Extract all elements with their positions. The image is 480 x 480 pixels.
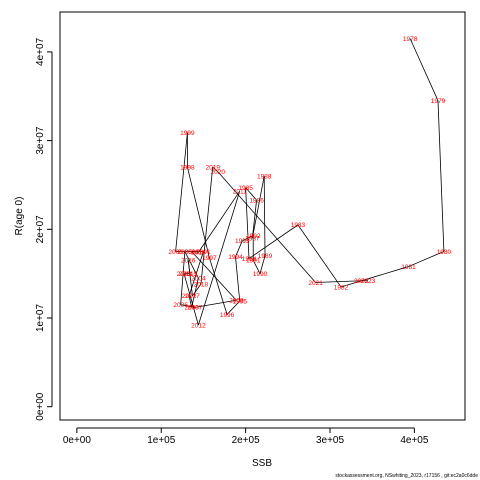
point-label-1993: 1993 bbox=[235, 238, 250, 245]
point-label-2017: 2017 bbox=[185, 293, 200, 300]
point-label-1980: 1980 bbox=[437, 249, 452, 256]
y-tick-label: 3e+07 bbox=[35, 126, 46, 155]
point-label-2002: 2002 bbox=[182, 293, 197, 300]
x-tick-label: 2e+05 bbox=[232, 435, 261, 446]
series-segment-2011-2012 bbox=[197, 191, 241, 326]
point-label-2000: 2000 bbox=[168, 249, 183, 256]
series-segment-2018-2019 bbox=[200, 167, 214, 285]
point-label-2005: 2005 bbox=[178, 249, 193, 256]
x-tick-label: 0e+00 bbox=[63, 435, 92, 446]
y-tick-label: 2e+07 bbox=[35, 215, 46, 244]
point-label-1982: 1982 bbox=[334, 284, 349, 291]
series-segment-2016-2017 bbox=[187, 260, 193, 296]
point-label-1985: 1985 bbox=[238, 185, 253, 192]
point-label-1988: 1988 bbox=[257, 173, 272, 180]
series-segment-1997-1998 bbox=[187, 167, 210, 258]
point-label-1990: 1990 bbox=[253, 271, 268, 278]
y-tick-label: 0e+00 bbox=[35, 392, 46, 421]
point-label-2019: 2019 bbox=[205, 165, 220, 172]
point-label-2020: 2020 bbox=[211, 169, 226, 176]
x-tick-label: 1e+05 bbox=[147, 435, 176, 446]
point-label-1995: 1995 bbox=[232, 298, 247, 305]
axes: 0e+00 1e+05 2e+05 3e+05 4e+05 0e+00 1e+07 2e+07… bbox=[35, 37, 429, 446]
series-segment-1984-1985 bbox=[245, 187, 250, 259]
point-label-2014: 2014 bbox=[178, 271, 193, 278]
series-segment-1987-1988 bbox=[251, 176, 265, 239]
point-label-2003: 2003 bbox=[184, 305, 199, 312]
point-label-2016: 2016 bbox=[181, 258, 196, 265]
series-segment-2004-2005 bbox=[184, 251, 199, 279]
series-segment-1983-1984 bbox=[248, 224, 299, 259]
point-label-2004: 2004 bbox=[191, 275, 206, 282]
series-segment-1988-1989 bbox=[263, 176, 266, 256]
point-label-1997: 1997 bbox=[202, 255, 217, 262]
point-label-1999: 1999 bbox=[180, 130, 195, 137]
point-label-1996: 1996 bbox=[220, 312, 235, 319]
point-label-1983: 1983 bbox=[291, 222, 306, 229]
point-label-1984: 1984 bbox=[242, 256, 257, 263]
series-segment-2021-2022 bbox=[315, 280, 362, 283]
series-segment-2005-2006 bbox=[180, 251, 186, 305]
x-axis-title: SSB bbox=[252, 458, 272, 469]
series-segment-2006-2007 bbox=[180, 304, 196, 308]
series-segment-2019-2020 bbox=[212, 166, 219, 172]
series-segment-2012-2013 bbox=[183, 273, 199, 326]
series-segment-1982-1983 bbox=[297, 224, 342, 288]
point-label-1986: 1986 bbox=[249, 197, 264, 204]
series-segment-1999-2000 bbox=[175, 132, 188, 252]
point-label-1981: 1981 bbox=[401, 264, 416, 271]
series-segment-1990-1991 bbox=[252, 260, 261, 274]
point-label-2018: 2018 bbox=[194, 282, 209, 289]
point-label-1994: 1994 bbox=[228, 254, 243, 261]
point-label-2007: 2007 bbox=[188, 305, 203, 312]
x-tick-label: 4e+05 bbox=[400, 435, 429, 446]
series-segment-1996-1997 bbox=[208, 257, 228, 315]
plot-frame bbox=[59, 11, 466, 421]
year-labels: 1978 1979 1980 1981 1982 1983 1984 1985 1986 1987… bbox=[168, 36, 451, 329]
series-segment-1986-1987 bbox=[251, 199, 257, 239]
point-label-2006: 2006 bbox=[173, 302, 188, 309]
series-segment-1989-1990 bbox=[259, 255, 266, 274]
y-tick-label: 4e+07 bbox=[35, 37, 46, 66]
point-label-2021: 2021 bbox=[308, 280, 323, 287]
point-label-1989: 1989 bbox=[258, 253, 273, 260]
recruitment-series bbox=[175, 38, 445, 326]
point-label-1992: 1992 bbox=[246, 233, 261, 240]
point-label-2022: 2022 bbox=[354, 278, 369, 285]
point-label-1978: 1978 bbox=[403, 36, 418, 43]
point-label-1998: 1998 bbox=[180, 165, 195, 172]
x-tick-label: 3e+05 bbox=[316, 435, 345, 446]
point-label-2015: 2015 bbox=[183, 271, 198, 278]
series-segment-2007-2008 bbox=[194, 299, 237, 308]
footer-credit: stockassessment.org, NSwhiting_2023, r17… bbox=[335, 473, 478, 479]
series-segment-2009-2010 bbox=[191, 251, 199, 253]
series-segment-1994-1995 bbox=[235, 256, 241, 302]
series-segment-1979-1980 bbox=[437, 100, 445, 252]
series-segment-1992-1993 bbox=[242, 235, 254, 242]
point-label-2012: 2012 bbox=[191, 322, 206, 329]
y-tick-label: 1e+07 bbox=[35, 304, 46, 333]
point-label-1979: 1979 bbox=[431, 98, 446, 105]
point-label-2013: 2013 bbox=[177, 271, 192, 278]
point-label-2011: 2011 bbox=[233, 188, 247, 195]
series-segment-2017-2018 bbox=[192, 284, 202, 297]
point-label-2023: 2023 bbox=[361, 278, 376, 285]
series-segment-1981-1982 bbox=[340, 266, 409, 288]
point-label-1991: 1991 bbox=[246, 258, 261, 265]
point-label-2001: 2001 bbox=[196, 249, 211, 256]
series-segment-1995-1996 bbox=[226, 300, 241, 315]
point-label-2008: 2008 bbox=[229, 298, 244, 305]
point-label-2009: 2009 bbox=[184, 249, 199, 256]
series-segment-1980-1981 bbox=[408, 251, 445, 267]
y-axis-title: R(age 0) bbox=[14, 197, 25, 236]
series-segment-1993-1994 bbox=[235, 240, 243, 257]
point-label-2010: 2010 bbox=[191, 250, 206, 257]
point-label-1987: 1987 bbox=[245, 235, 260, 242]
series-segment-1978-1979 bbox=[409, 38, 439, 101]
series-segment-1985-1986 bbox=[245, 187, 257, 201]
series-segment-2002-2003 bbox=[188, 295, 193, 308]
series-segment-2020-2021 bbox=[217, 171, 316, 283]
